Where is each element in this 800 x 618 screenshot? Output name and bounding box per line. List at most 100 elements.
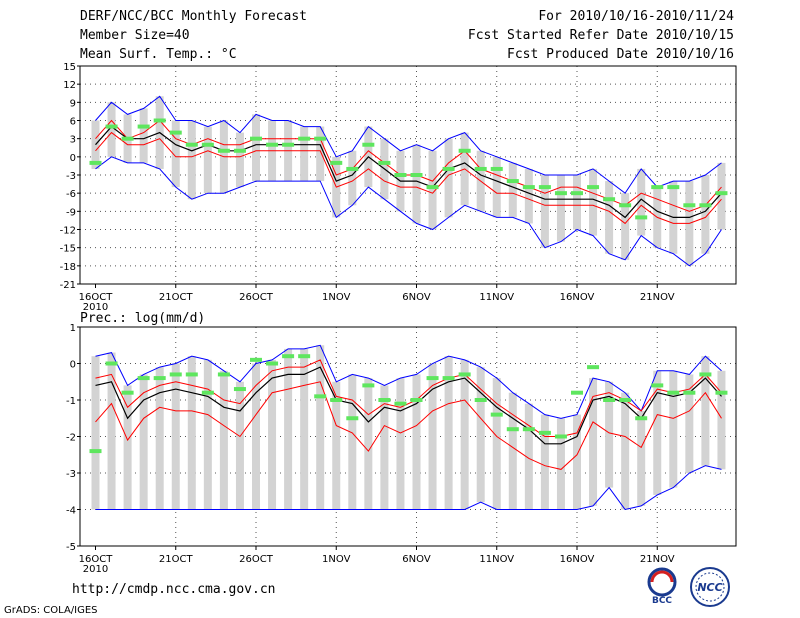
temp-ytick-label: -21 bbox=[60, 280, 76, 291]
prec-obs-marker bbox=[233, 387, 246, 392]
prec-box-day-34 bbox=[621, 392, 630, 510]
chart-title: DERF/NCC/BCC Monthly Forecast bbox=[80, 9, 307, 24]
prec-obs-marker bbox=[603, 398, 616, 402]
prec-obs-marker bbox=[153, 376, 166, 381]
temp-xtick-label: 6NOV bbox=[402, 292, 431, 303]
prec-year-label: 2010 bbox=[83, 564, 108, 575]
prec-obs-marker bbox=[378, 398, 391, 402]
temp-xtick-label: 11NOV bbox=[479, 292, 514, 303]
prec-obs-marker bbox=[362, 383, 375, 388]
temp-obs-marker bbox=[683, 203, 696, 208]
temp-panel: -21 -18 -15 -12 -9 -6 -3 0 3 6 9 12 15 16OCT 21OCT 26OC… bbox=[60, 62, 737, 313]
prec-sd-upper-line bbox=[95, 359, 722, 437]
temp-box-day-17 bbox=[348, 150, 357, 206]
bcc-logo-text: BCC bbox=[652, 596, 672, 606]
temp-box-day-27 bbox=[508, 162, 517, 218]
temp-box-day-32 bbox=[589, 168, 598, 236]
header-left: DERF/NCC/BCC Monthly Forecast Member Siz… bbox=[80, 9, 307, 66]
prec-box-day-5 bbox=[155, 367, 164, 510]
prec-box-day-13 bbox=[284, 348, 293, 510]
temp-ytick-label: 12 bbox=[63, 80, 76, 91]
prec-obs-marker bbox=[554, 434, 567, 439]
prec-obs-marker bbox=[89, 449, 102, 454]
temp-obs-marker bbox=[394, 173, 407, 177]
temp-obs-marker bbox=[474, 166, 487, 171]
temp-xtick-label: 16OCT bbox=[79, 292, 114, 303]
prec-ensemble-max-line bbox=[95, 344, 722, 419]
temp-xtick-label: 16NOV bbox=[560, 292, 595, 303]
temp-obs-marker bbox=[105, 124, 118, 129]
temp-obs-marker bbox=[346, 166, 359, 171]
prec-xtick-label: 21OCT bbox=[159, 554, 194, 565]
temp-xtick-label: 21OCT bbox=[159, 292, 194, 303]
prec-obs-marker bbox=[330, 398, 343, 402]
temp-obs-marker bbox=[554, 191, 567, 196]
temp-obs-marker bbox=[506, 179, 519, 184]
temp-obs-marker bbox=[603, 197, 616, 202]
temp-obs-marker bbox=[442, 166, 455, 171]
prec-box-day-9 bbox=[219, 370, 228, 510]
temp-obs-marker bbox=[330, 160, 343, 165]
prec-obs-marker bbox=[619, 398, 632, 402]
prec-obs-marker bbox=[298, 354, 311, 359]
prec-box-day-20 bbox=[396, 378, 405, 510]
temp-obs-marker bbox=[217, 148, 230, 153]
prec-obs-marker bbox=[571, 390, 583, 395]
prec-ytick-label: 0 bbox=[70, 360, 76, 371]
temp-box-day-33 bbox=[605, 181, 614, 254]
temp-box-day-8 bbox=[203, 126, 212, 194]
prec-ytick-label: -3 bbox=[66, 469, 76, 480]
prec-obs-marker bbox=[651, 383, 664, 388]
variable-label-precipitation: Prec.: log(mm/d) bbox=[80, 311, 205, 326]
temp-obs-marker bbox=[619, 203, 632, 208]
temp-box-day-40 bbox=[717, 162, 726, 230]
website-url[interactable]: http://cmdp.ncc.cma.gov.cn bbox=[72, 582, 276, 597]
prec-median-line bbox=[95, 366, 722, 445]
prec-box-day-7 bbox=[187, 356, 196, 510]
prec-xtick-label: 26OCT bbox=[239, 554, 274, 565]
temp-obs-marker bbox=[298, 136, 311, 141]
prec-box-day-15 bbox=[316, 345, 325, 510]
prec-panel: -5 -4 -3 -2 -1 0 1 16OCT 21OCT 26OCT 1NOV 6NOV 11NOV… bbox=[66, 323, 737, 575]
temp-obs-marker bbox=[153, 118, 166, 123]
prec-box-day-35 bbox=[637, 410, 646, 506]
temp-box-day-4 bbox=[139, 108, 148, 163]
prec-box-day-6 bbox=[171, 363, 180, 510]
temp-obs-marker bbox=[121, 136, 134, 141]
temp-ytick-label: -3 bbox=[66, 171, 76, 182]
temp-ytick-label: 9 bbox=[70, 98, 76, 109]
prec-obs-marker bbox=[185, 372, 198, 377]
prec-box-day-22 bbox=[428, 363, 437, 510]
prec-xtick-label: 16NOV bbox=[560, 554, 595, 565]
temp-box-day-28 bbox=[524, 168, 533, 224]
temp-ytick-label: -6 bbox=[66, 189, 76, 200]
prec-box-day-26 bbox=[492, 378, 501, 510]
prec-xtick-label: 21NOV bbox=[640, 554, 675, 565]
bcc-logo: BCC bbox=[647, 567, 677, 606]
member-size-label: Member Size=40 bbox=[80, 28, 190, 43]
temp-ytick-label: -12 bbox=[60, 226, 76, 237]
temp-box-day-11 bbox=[252, 114, 260, 182]
prec-frame bbox=[79, 326, 737, 547]
temp-ytick-label: 6 bbox=[70, 117, 76, 128]
prec-xtick-label: 16OCT bbox=[79, 554, 114, 565]
temp-box-day-39 bbox=[701, 175, 710, 254]
header-right: For 2010/10/16-2010/11/24 Fcst Started R… bbox=[468, 9, 734, 66]
prec-xtick-label: 1NOV bbox=[322, 554, 351, 565]
prec-box-day-3 bbox=[123, 385, 132, 510]
prec-box-day-33 bbox=[605, 381, 614, 488]
prec-ytick-label: 1 bbox=[70, 323, 76, 334]
temp-obs-marker bbox=[282, 142, 295, 147]
prec-ensemble-min-line bbox=[95, 465, 722, 511]
prec-obs-marker bbox=[458, 372, 471, 377]
prec-obs-marker bbox=[105, 361, 118, 366]
temp-obs-marker bbox=[169, 130, 182, 135]
prec-xtick-label: 6NOV bbox=[402, 554, 431, 565]
temp-ensemble-max-line bbox=[95, 95, 722, 194]
prec-box-day-37 bbox=[669, 370, 678, 488]
prec-box-day-14 bbox=[300, 348, 309, 510]
prec-box-day-29 bbox=[540, 414, 549, 510]
temp-box-day-26 bbox=[492, 156, 501, 218]
prec-ytick-label: -1 bbox=[66, 396, 76, 407]
